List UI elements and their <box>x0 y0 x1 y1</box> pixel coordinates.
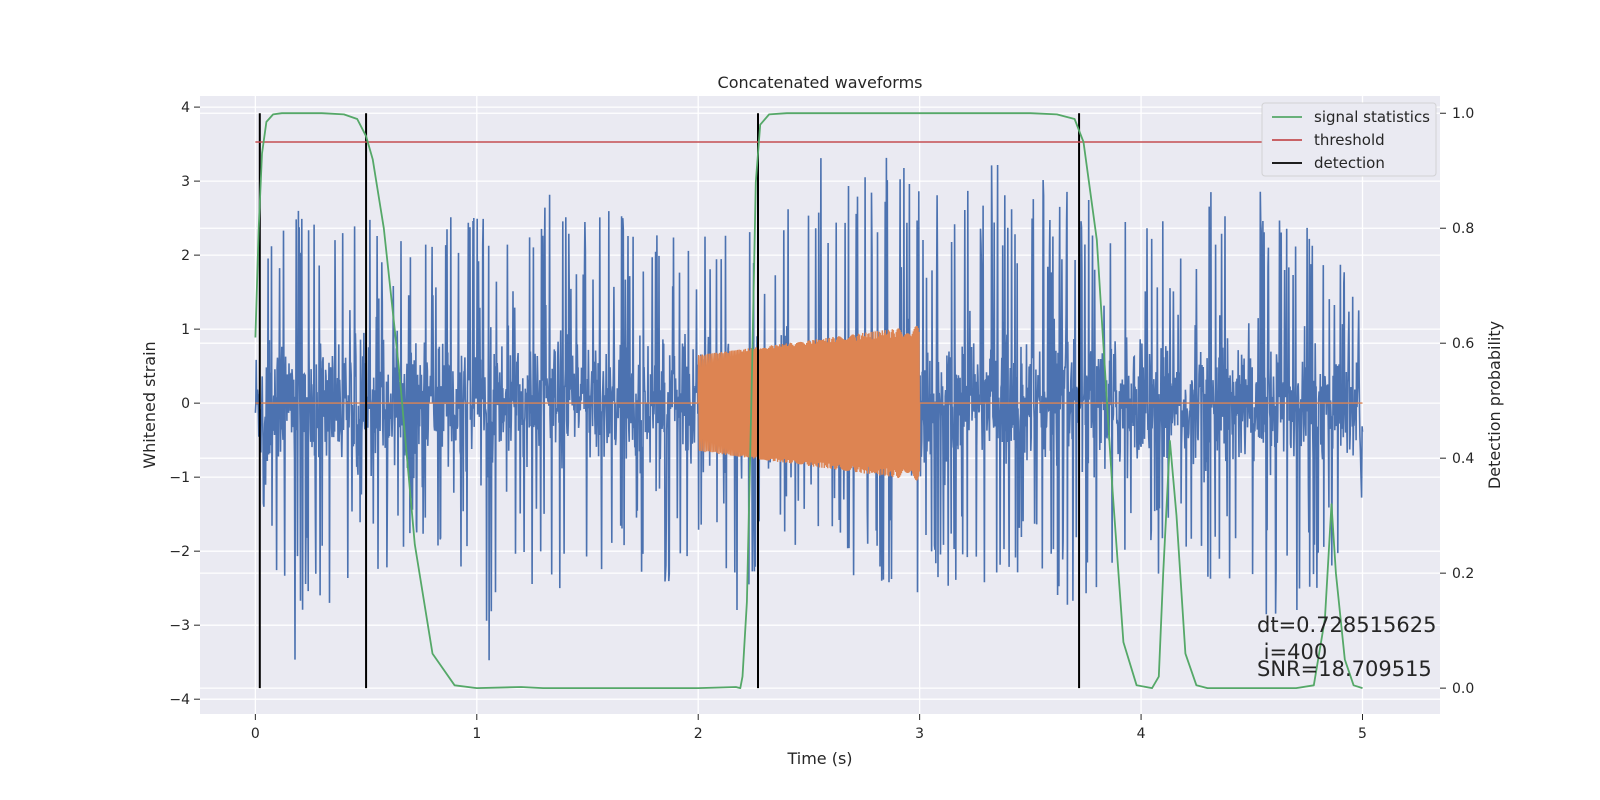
y-tick-label: −1 <box>169 470 190 486</box>
y-tick-label: 1 <box>181 322 190 338</box>
annotation-i: i=400 <box>1257 640 1327 664</box>
legend-box <box>1261 102 1437 177</box>
x-tick-label: 1 <box>472 726 481 742</box>
x-tick-label: 5 <box>1358 726 1367 742</box>
x-tick-label: 4 <box>1137 726 1146 742</box>
y2-tick-label: 0.2 <box>1452 566 1474 582</box>
x-tick-label: 0 <box>251 726 260 742</box>
legend-label-threshold: threshold <box>1314 131 1385 149</box>
series-layer <box>254 112 1385 689</box>
annotation-snr: SNR=18.709515 <box>1257 657 1432 681</box>
y-tick-label: −4 <box>169 692 190 708</box>
y2-axis-label: Detection probability <box>1485 321 1504 489</box>
y2-tick-label: 0.0 <box>1452 681 1474 697</box>
annotation-dt: dt=0.728515625 <box>1257 613 1436 637</box>
y-tick-label: 0 <box>181 396 190 412</box>
y2-tick-label: 1.0 <box>1452 106 1474 122</box>
ticks: 0 1 2 3 4 5 −4 −3 −2 −1 0 1 2 3 4 0.0 0.2 0.4 0.6 0.8 1.0 <box>169 100 1474 742</box>
y2-tick-label: 0.4 <box>1452 451 1474 467</box>
y-axis-label: Whitened strain <box>140 341 159 468</box>
y-tick-label: −3 <box>169 618 190 634</box>
series-signal-statistics <box>254 112 1363 689</box>
y2-tick-label: 0.6 <box>1452 336 1474 352</box>
y-tick-label: 2 <box>181 248 190 264</box>
y-tick-label: 4 <box>181 100 190 116</box>
legend: signal statistics threshold detection <box>1261 102 1437 177</box>
legend-label-signal-statistics: signal statistics <box>1314 108 1430 126</box>
x-tick-label: 3 <box>915 726 924 742</box>
y-tick-label: 3 <box>181 174 190 190</box>
y2-tick-label: 0.8 <box>1452 221 1474 237</box>
chart-title: Concatenated waveforms <box>718 73 923 92</box>
x-tick-label: 2 <box>694 726 703 742</box>
series-injected-waveform <box>255 325 1363 481</box>
y-tick-label: −2 <box>169 544 190 560</box>
legend-label-detection: detection <box>1314 154 1385 172</box>
x-axis-label: Time (s) <box>786 749 852 768</box>
